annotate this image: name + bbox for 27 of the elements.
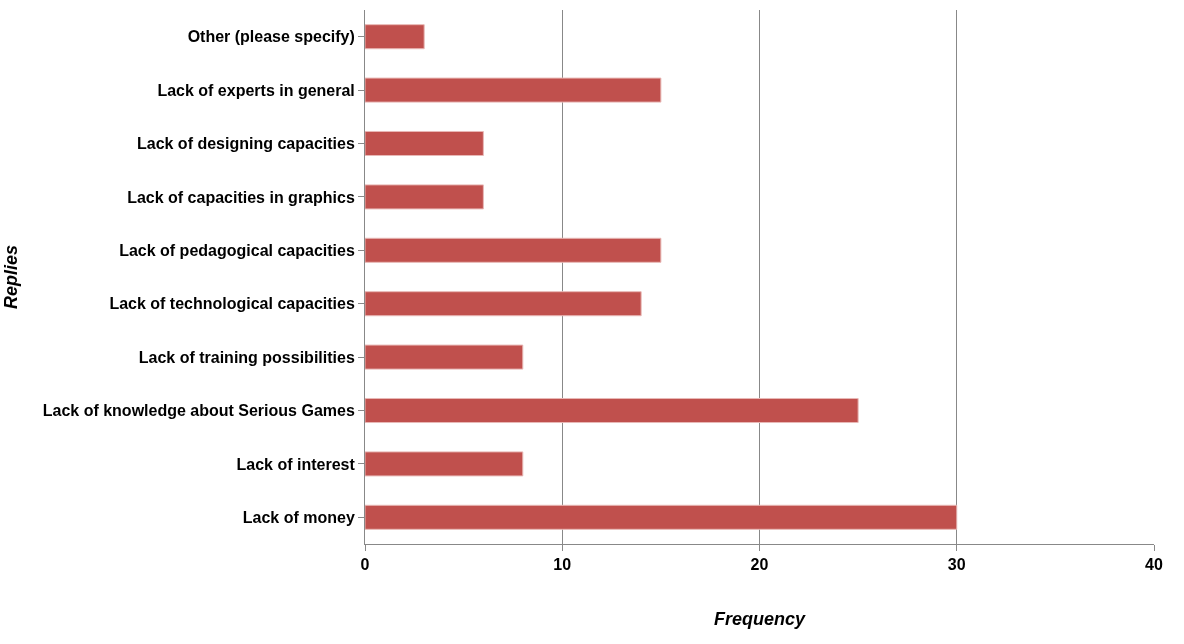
bar — [365, 344, 524, 370]
bar — [365, 291, 642, 317]
y-tick-label: Lack of experts in general — [157, 81, 355, 99]
y-tick-label: Lack of pedagogical capacities — [119, 241, 355, 259]
y-tick-label: Lack of knowledge about Serious Games — [42, 402, 355, 420]
bar — [365, 451, 524, 477]
bar — [365, 184, 484, 210]
bar — [365, 77, 662, 103]
x-tick-label: 30 — [947, 556, 966, 574]
y-tick-label: Lack of capacities in graphics — [127, 188, 355, 206]
x-tick-label: 10 — [553, 556, 572, 574]
bar — [365, 130, 484, 157]
x-tick-label: 40 — [1145, 556, 1163, 574]
y-tick-label: Lack of technological capacities — [109, 295, 355, 313]
x-axis-title: Frequency — [713, 609, 806, 630]
y-axis-title: Replies — [0, 244, 21, 310]
y-tick-label: Lack of designing capacities — [136, 135, 355, 153]
y-tick-label: Lack of money — [242, 508, 355, 526]
bar — [365, 237, 662, 263]
bar — [365, 24, 425, 50]
bar — [365, 397, 859, 424]
bar — [365, 504, 958, 530]
y-tick-label: Lack of interest — [236, 455, 356, 473]
x-tick-label: 0 — [360, 556, 370, 574]
y-tick-label: Lack of training possibilities — [138, 348, 355, 366]
x-tick-label: 20 — [750, 556, 769, 574]
y-tick-label: Other (please specify) — [187, 28, 355, 46]
